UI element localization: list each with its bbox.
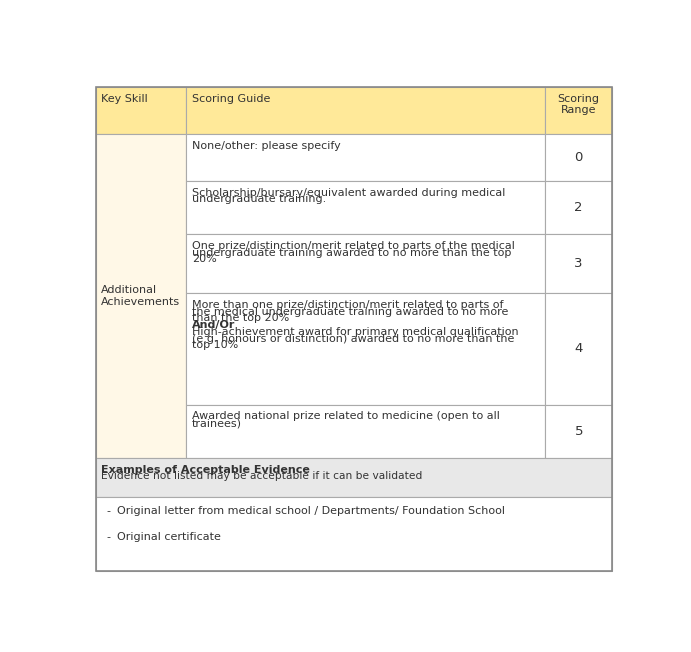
Bar	[187, 87, 545, 134]
Bar	[96, 497, 612, 571]
Text: Examples of Acceptable Evidence: Examples of Acceptable Evidence	[102, 464, 310, 475]
Text: None/other: please specify: None/other: please specify	[191, 141, 341, 151]
Bar	[545, 405, 612, 458]
Text: 20%: 20%	[191, 254, 216, 264]
Text: And/Or: And/Or	[191, 320, 235, 330]
Text: the medical undergraduate training awarded to no more: the medical undergraduate training award…	[191, 306, 508, 316]
Text: 2: 2	[574, 201, 583, 215]
Bar	[96, 134, 187, 458]
Text: Awarded national prize related to medicine (open to all: Awarded national prize related to medici…	[191, 411, 500, 421]
Text: 5: 5	[574, 425, 583, 438]
Bar	[545, 293, 612, 405]
Text: -: -	[106, 506, 111, 516]
Text: undergraduate training.: undergraduate training.	[191, 194, 326, 204]
Text: undergraduate training awarded to no more than the top: undergraduate training awarded to no mor…	[191, 248, 511, 258]
Bar	[545, 181, 612, 234]
Bar	[545, 234, 612, 293]
Text: Key Skill: Key Skill	[102, 94, 148, 104]
Bar	[545, 87, 612, 134]
Bar	[187, 181, 545, 234]
Text: Original letter from medical school / Departments/ Foundation School: Original letter from medical school / De…	[117, 506, 505, 516]
Text: Scoring Guide: Scoring Guide	[191, 94, 270, 104]
Text: -: -	[106, 532, 111, 542]
Text: Scoring
Range: Scoring Range	[558, 94, 600, 115]
Text: 3: 3	[574, 258, 583, 271]
Text: Scholarship/bursary/equivalent awarded during medical: Scholarship/bursary/equivalent awarded d…	[191, 188, 505, 198]
Text: 4: 4	[574, 342, 583, 355]
Text: One prize/distinction/merit related to parts of the medical: One prize/distinction/merit related to p…	[191, 241, 515, 251]
Text: Original certificate: Original certificate	[117, 532, 221, 542]
Bar	[187, 234, 545, 293]
Text: (e.g. honours or distinction) awarded to no more than the: (e.g. honours or distinction) awarded to…	[191, 334, 514, 344]
Text: 0: 0	[574, 151, 583, 164]
Bar	[545, 134, 612, 181]
Bar	[187, 134, 545, 181]
Text: than the top 20%: than the top 20%	[191, 314, 289, 323]
Bar	[187, 405, 545, 458]
Text: top 10%: top 10%	[191, 340, 238, 350]
Text: More than one prize/distinction/merit related to parts of: More than one prize/distinction/merit re…	[191, 300, 503, 310]
Text: Evidence not listed may be acceptable if it can be validated: Evidence not listed may be acceptable if…	[102, 471, 423, 481]
Text: trainees): trainees)	[191, 418, 242, 428]
Bar	[96, 87, 187, 134]
Bar	[96, 458, 612, 497]
Text: High-achievement award for primary medical qualification: High-achievement award for primary medic…	[191, 327, 518, 337]
Bar	[187, 293, 545, 405]
Text: Additional
Achievements: Additional Achievements	[102, 286, 180, 307]
